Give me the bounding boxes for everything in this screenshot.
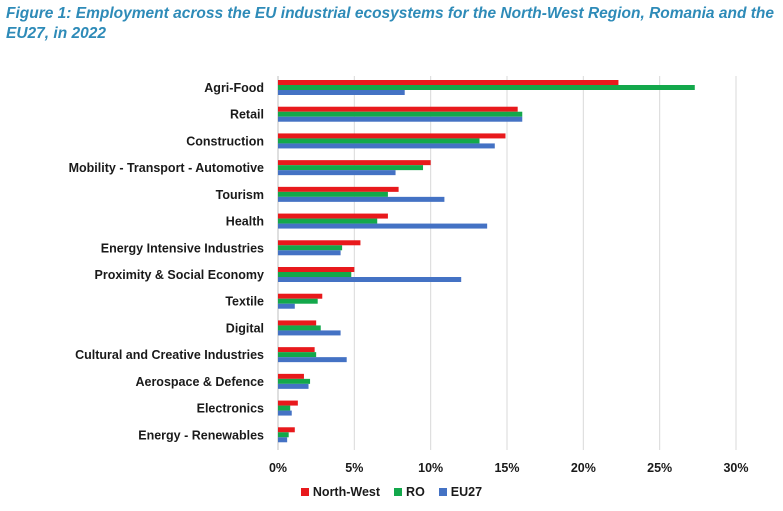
x-tick-label: 25% [647, 461, 672, 475]
category-label-health: Health [226, 215, 264, 229]
category-labels: Agri-Food Retail Construction Mobility - Tr… [69, 81, 264, 442]
x-tick-label: 30% [723, 461, 748, 475]
x-tick-label: 0% [269, 461, 287, 475]
bar-ro-textile [278, 298, 318, 304]
category-label-textile: Textile [225, 295, 264, 309]
bar-north-west-retail [278, 106, 518, 112]
legend: North-West RO EU27 [0, 485, 783, 499]
bar-ro-tourism [278, 191, 388, 197]
legend-swatch-eu27 [438, 488, 447, 496]
bar-ro-proximity-and-social-economy [278, 272, 352, 277]
category-label-energy-renewables: Energy - Renewables [138, 428, 264, 442]
legend-item-north-west: North-West [300, 485, 381, 499]
x-tick-label: 20% [571, 461, 596, 475]
category-label-electronics: Electronics [197, 402, 264, 416]
bar-eu27-mobility-transport-automotive [278, 170, 396, 176]
bar-north-west-health [278, 213, 388, 219]
bar-eu27-health [278, 223, 488, 229]
bar-eu27-energy-intensive-industries [278, 250, 341, 256]
bar-ro-retail [278, 111, 523, 117]
bar-ro-mobility-transport-automotive [278, 165, 424, 171]
bars [278, 80, 695, 443]
gridlines [277, 76, 737, 450]
bar-eu27-tourism [278, 196, 445, 202]
legend-item-ro: RO [394, 485, 425, 499]
bar-north-west-digital [278, 320, 317, 326]
category-label-tourism: Tourism [216, 188, 264, 202]
legend-label-ro: RO [406, 485, 425, 499]
bar-eu27-proximity-and-social-economy [278, 277, 462, 282]
bar-north-west-electronics [278, 400, 298, 406]
category-label-retail: Retail [230, 108, 264, 122]
legend-swatch-north-west [300, 488, 309, 496]
category-label-construction: Construction [186, 134, 264, 148]
bar-north-west-construction [278, 133, 506, 139]
x-tick-label: 5% [345, 461, 363, 475]
bar-ro-digital [278, 325, 321, 331]
bar-eu27-electronics [278, 410, 292, 416]
bar-eu27-agri-food [278, 90, 405, 95]
category-label-proximity-and-social-economy: Proximity & Social Economy [95, 268, 265, 282]
bar-eu27-construction [278, 143, 495, 149]
bar-ro-agri-food [278, 85, 695, 90]
bar-north-west-agri-food [278, 80, 619, 85]
category-label-cultural-and-creative-industries: Cultural and Creative Industries [75, 348, 264, 362]
bar-north-west-proximity-and-social-economy [278, 267, 355, 272]
category-label-agri-food: Agri-Food [204, 81, 264, 95]
bar-north-west-tourism [278, 186, 399, 192]
legend-swatch-ro [394, 488, 403, 496]
x-tick-label: 15% [494, 461, 519, 475]
x-tick-label: 10% [418, 461, 443, 475]
bar-north-west-cultural-and-creative-industries [278, 347, 315, 353]
bar-north-west-textile [278, 293, 323, 299]
legend-item-eu27: EU27 [438, 485, 483, 499]
bar-ro-electronics [278, 405, 291, 411]
legend-label-eu27: EU27 [450, 485, 483, 499]
bar-eu27-digital [278, 330, 341, 336]
x-tick-labels: 0% 5% 10% 15% 20% 25% 30% [269, 461, 749, 475]
category-label-aerospace-and-defence: Aerospace & Defence [135, 375, 264, 389]
bar-eu27-textile [278, 303, 295, 309]
bar-ro-energy-renewables [278, 432, 289, 438]
bar-eu27-aerospace-and-defence [278, 383, 309, 389]
category-label-mobility-transport-automotive: Mobility - Transport - Automotive [69, 161, 264, 175]
bar-north-west-energy-renewables [278, 427, 295, 433]
bar-ro-health [278, 218, 378, 224]
category-label-digital: Digital [226, 321, 264, 335]
bar-ro-energy-intensive-industries [278, 245, 343, 251]
bar-ro-construction [278, 138, 480, 144]
bar-eu27-energy-renewables [278, 437, 288, 443]
bar-north-west-mobility-transport-automotive [278, 160, 431, 166]
bar-north-west-energy-intensive-industries [278, 240, 361, 246]
bar-ro-aerospace-and-defence [278, 378, 311, 384]
bar-eu27-cultural-and-creative-industries [278, 357, 347, 363]
legend-label-north-west: North-West [312, 485, 381, 499]
bar-ro-cultural-and-creative-industries [278, 352, 317, 358]
chart-title: Figure 1: Employment across the EU indus… [6, 5, 774, 42]
bar-eu27-retail [278, 116, 523, 122]
bar-north-west-aerospace-and-defence [278, 373, 304, 379]
category-label-energy-intensive-industries: Energy Intensive Industries [101, 241, 264, 255]
